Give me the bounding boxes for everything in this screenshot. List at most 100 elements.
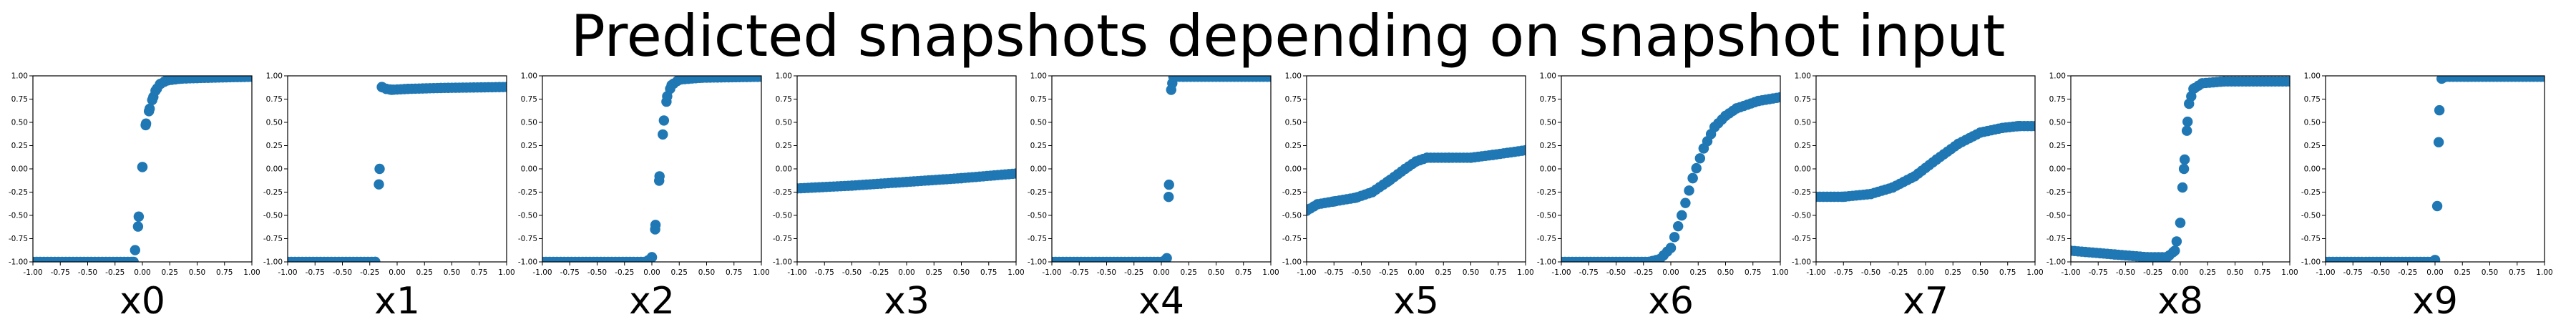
scatter-point	[2429, 255, 2441, 262]
x-tick-label: 0.75	[726, 268, 742, 277]
x-tick-label: -0.25	[360, 268, 379, 277]
y-tick-label: -0.25	[518, 188, 537, 197]
y-tick-label: -0.75	[773, 235, 792, 243]
scatter-point	[130, 245, 140, 255]
x-tick-label: 1.00	[498, 268, 514, 277]
y-tick-label: -1.00	[2301, 258, 2321, 267]
y-tick-label: 0.00	[266, 165, 283, 174]
y-tick-label: -1.00	[9, 258, 28, 267]
scatter-point	[1996, 122, 2008, 133]
x-tick-label: -0.50	[1861, 268, 1880, 277]
x-tick-label: -0.75	[1324, 268, 1344, 277]
x-tick-label: -1.00	[23, 268, 42, 277]
scatter-points	[288, 82, 507, 262]
x-tick-label: -1.00	[278, 268, 297, 277]
y-tick-label: -1.00	[773, 258, 792, 267]
axes-frame	[1306, 75, 1526, 263]
y-tick-label: -0.50	[1537, 212, 1556, 220]
x-tick-label: 1.00	[1772, 268, 1788, 277]
x-tick-label: 0.00	[2426, 268, 2443, 277]
x-tick-label: 0.00	[134, 268, 150, 277]
scatter-point	[2433, 137, 2444, 147]
scatter-point	[901, 177, 912, 187]
x-tick-label: 0.50	[2482, 268, 2498, 277]
y-tick-label: 0.00	[2049, 165, 2066, 174]
scatter-point	[658, 115, 670, 126]
scatter-point	[2188, 84, 2199, 94]
scatter-points	[2071, 76, 2290, 262]
y-tick-label: 0.50	[11, 119, 28, 127]
scatter-point	[1010, 168, 1016, 179]
scatter-point	[374, 163, 385, 175]
y-tick-label: 1.00	[2049, 72, 2066, 81]
x-tick-label: 0.75	[2254, 268, 2270, 277]
x-tick-label: 0.50	[953, 268, 970, 277]
x-tick-label: -1.00	[2061, 268, 2080, 277]
y-tick-label: 0.25	[11, 142, 28, 150]
x-tick-label: 0.25	[2454, 268, 2471, 277]
x-tick-label: -0.50	[1352, 268, 1371, 277]
x-tick-label: 0.75	[216, 268, 233, 277]
y-tick-label: -1.00	[518, 258, 537, 267]
x-tick-label: 0.50	[189, 268, 205, 277]
x-tick-label: 0.50	[698, 268, 715, 277]
scatter-point	[1163, 179, 1174, 190]
scatter-point	[1775, 92, 1780, 103]
y-tick-label: 0.75	[11, 95, 28, 104]
axes-frame	[287, 75, 507, 263]
x-tick-label: 1.00	[1008, 268, 1024, 277]
scatter-point	[2197, 78, 2207, 89]
x-tick-label: -0.75	[51, 268, 70, 277]
x-tick-label: 1.00	[753, 268, 769, 277]
y-tick-label: -0.25	[2301, 188, 2321, 197]
y-tick-label: -0.50	[9, 212, 28, 220]
scatter-point	[1909, 171, 1920, 182]
x-axis-label: x1	[374, 280, 420, 322]
y-tick-label: -0.50	[1282, 212, 1302, 220]
scatter-point	[1691, 162, 1702, 174]
y-tick-label: 0.75	[1540, 95, 1556, 104]
panel-x5: -1.00 -0.75 -0.50 -0.25 0.00 0.25 0.50 0.75 1.00…	[1282, 72, 1534, 322]
panel-x7: -1.00 -0.75 -0.50 -0.25 0.00 0.25 0.50 0.75 1.00…	[1792, 72, 2044, 322]
scatter-point	[2177, 182, 2188, 193]
scatter-point	[1520, 145, 1526, 156]
x-tick-label: 0.25	[1181, 268, 1197, 277]
y-tick-label: 0.00	[11, 165, 28, 174]
y-tick-label: -0.75	[2046, 235, 2066, 243]
x-tick-label: 0.75	[1490, 268, 1506, 277]
x-tick-label: -0.25	[2398, 268, 2417, 277]
scatter-point	[370, 256, 381, 262]
x-tick-label: 0.25	[2200, 268, 2216, 277]
x-tick-label: 0.00	[1662, 268, 1679, 277]
y-tick-label: 0.00	[1285, 165, 1302, 174]
x-tick-label: 0.25	[1945, 268, 1961, 277]
y-tick-label: 0.00	[521, 165, 537, 174]
scatter-point	[696, 76, 707, 83]
x-tick-label: 0.00	[898, 268, 914, 277]
y-tick-label: 0.75	[1030, 95, 1047, 104]
x-tick-label: -0.75	[1834, 268, 1853, 277]
scatter-point	[658, 129, 668, 140]
scatter-point	[1694, 153, 1705, 164]
scatter-point	[756, 76, 761, 82]
scatter-point	[1178, 76, 1189, 82]
scatter-point	[1698, 143, 1709, 154]
scatter-points	[33, 76, 252, 262]
y-tick-label: 0.00	[1540, 165, 1556, 174]
panel-x2: -1.00 -0.75 -0.50 -0.25 0.00 0.25 0.50 0.75 1.00…	[518, 72, 770, 322]
scatter-point	[1669, 232, 1680, 243]
x-tick-label: 0.50	[1972, 268, 1989, 277]
y-tick-label: -0.75	[1282, 235, 1302, 243]
y-tick-label: -0.75	[2301, 235, 2321, 243]
x-tick-label: -0.25	[105, 268, 125, 277]
x-tick-label: 1.00	[2026, 268, 2043, 277]
scatter-point	[674, 76, 685, 85]
scatter-point	[2284, 76, 2290, 87]
scatter-point	[1680, 197, 1691, 208]
x-tick-label: 0.50	[1208, 268, 1224, 277]
x-tick-label: 0.00	[2172, 268, 2188, 277]
y-tick-label: 0.00	[1030, 165, 1047, 174]
x-tick-label: 1.00	[1517, 268, 1533, 277]
y-tick-label: -0.25	[1282, 188, 1302, 197]
y-tick-label: -0.25	[1537, 188, 1556, 197]
